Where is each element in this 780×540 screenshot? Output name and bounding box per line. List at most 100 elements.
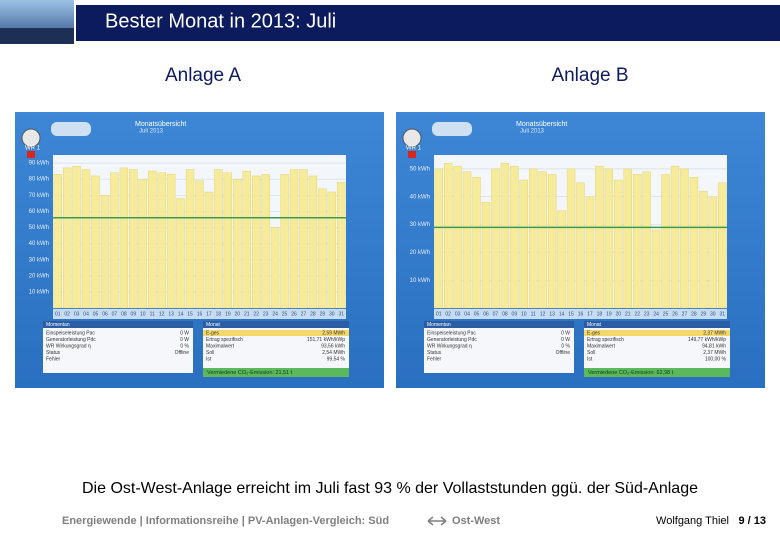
view-title: Monatsübersicht: [135, 121, 186, 128]
day-label: 01: [55, 311, 61, 317]
nav-icons: [51, 122, 91, 136]
footer-page: 9 / 13: [738, 515, 766, 527]
info-label: Fehler: [427, 356, 442, 362]
day-label: 20: [616, 311, 622, 317]
day-label: 12: [540, 311, 546, 317]
info-box-header: [43, 321, 193, 328]
day-label: 31: [719, 311, 725, 317]
info-label: Generatorleistung Pdc: [427, 337, 477, 343]
info-label: WR Wirkungsgrad η: [427, 343, 472, 349]
logo-icon: [402, 128, 422, 148]
info-box-title: Monat: [587, 322, 602, 328]
y-tick-label: 30 kWh: [410, 222, 430, 228]
info-label: WR Wirkungsgrad η: [46, 343, 91, 349]
panel-heading: Anlage B: [551, 65, 628, 86]
bar: [481, 202, 491, 309]
bar: [472, 177, 481, 309]
day-label: 10: [140, 311, 146, 317]
day-label: 15: [187, 311, 193, 317]
bar: [204, 191, 214, 309]
day-label: 06: [102, 311, 108, 317]
bar: [519, 179, 528, 309]
info-value: 0 W: [180, 330, 189, 336]
info-box: [424, 321, 574, 373]
day-label: 11: [150, 311, 155, 317]
info-value: 99,54 %: [327, 356, 346, 362]
bar: [444, 163, 453, 309]
bar: [566, 168, 576, 309]
bar: [718, 182, 727, 309]
bar: [651, 229, 661, 309]
caption: Die Ost-West-Anlage erreicht im Juli fas…: [82, 480, 698, 497]
info-label: Soll: [206, 350, 214, 356]
day-label: 23: [644, 311, 650, 317]
bar: [63, 167, 72, 309]
solar-panels: [0, 28, 74, 44]
bar: [642, 171, 651, 309]
bar: [242, 170, 251, 309]
nav-icons: [432, 122, 472, 136]
y-tick-label: 40 kWh: [410, 194, 430, 200]
bar: [462, 171, 472, 309]
bar: [214, 169, 223, 309]
info-box-title: Momentan: [427, 322, 451, 328]
bar: [252, 175, 261, 309]
day-label: 13: [549, 311, 555, 317]
bar: [185, 169, 195, 309]
bar: [327, 191, 336, 309]
info-label: Einspeiseleistung Pac: [46, 330, 95, 336]
day-label: 17: [206, 311, 212, 317]
y-tick-label: 40 kWh: [29, 241, 49, 247]
info-value: 2,54 MWh: [322, 350, 345, 356]
info-box: [43, 321, 193, 373]
bar: [434, 168, 443, 309]
y-tick-label: 70 kWh: [29, 193, 49, 199]
bar: [576, 182, 585, 309]
info-label: Generatorleistung Pdc: [46, 337, 96, 343]
bar: [614, 179, 623, 309]
bar: [500, 163, 510, 309]
day-label: 15: [568, 311, 574, 317]
bar: [110, 172, 119, 309]
bar: [308, 175, 318, 309]
day-label: 03: [74, 311, 80, 317]
day-label: 09: [131, 311, 137, 317]
day-label: 28: [691, 311, 697, 317]
inverter-check: [27, 151, 35, 158]
info-value: 0 W: [561, 330, 570, 336]
co2-bar: [584, 368, 730, 377]
day-strip: [53, 309, 346, 319]
panel-heading: Anlage A: [165, 65, 241, 86]
inverter-check: [408, 151, 416, 158]
day-label: 08: [502, 311, 508, 317]
day-label: 14: [178, 311, 184, 317]
day-label: 16: [197, 311, 203, 317]
info-label: Status: [427, 350, 442, 356]
day-label: 10: [521, 311, 527, 317]
bar: [595, 165, 604, 309]
day-label: 13: [168, 311, 174, 317]
day-label: 21: [625, 311, 631, 317]
highlight-row: [584, 330, 730, 336]
bar: [510, 165, 519, 309]
info-label: Ertrag spezifisch: [587, 337, 624, 343]
day-label: 14: [559, 311, 565, 317]
bar: [72, 166, 81, 309]
bar: [689, 177, 699, 309]
bar: [233, 178, 242, 309]
footer-left-end: Ost-West: [452, 515, 500, 527]
day-label: 30: [329, 311, 335, 317]
day-label: 04: [464, 311, 470, 317]
y-tick-label: 60 kWh: [29, 209, 49, 215]
y-tick-label: 90 kWh: [29, 161, 49, 167]
info-value: 100,00 %: [705, 356, 727, 362]
bar: [604, 168, 614, 309]
info-box-header: [203, 321, 349, 328]
info-box-title: Monat: [206, 322, 221, 328]
bar: [270, 227, 280, 309]
day-label: 02: [445, 311, 451, 317]
bar: [91, 175, 100, 309]
info-label: E-ges: [206, 330, 220, 336]
info-label: Soll: [587, 350, 595, 356]
bar: [261, 174, 270, 309]
